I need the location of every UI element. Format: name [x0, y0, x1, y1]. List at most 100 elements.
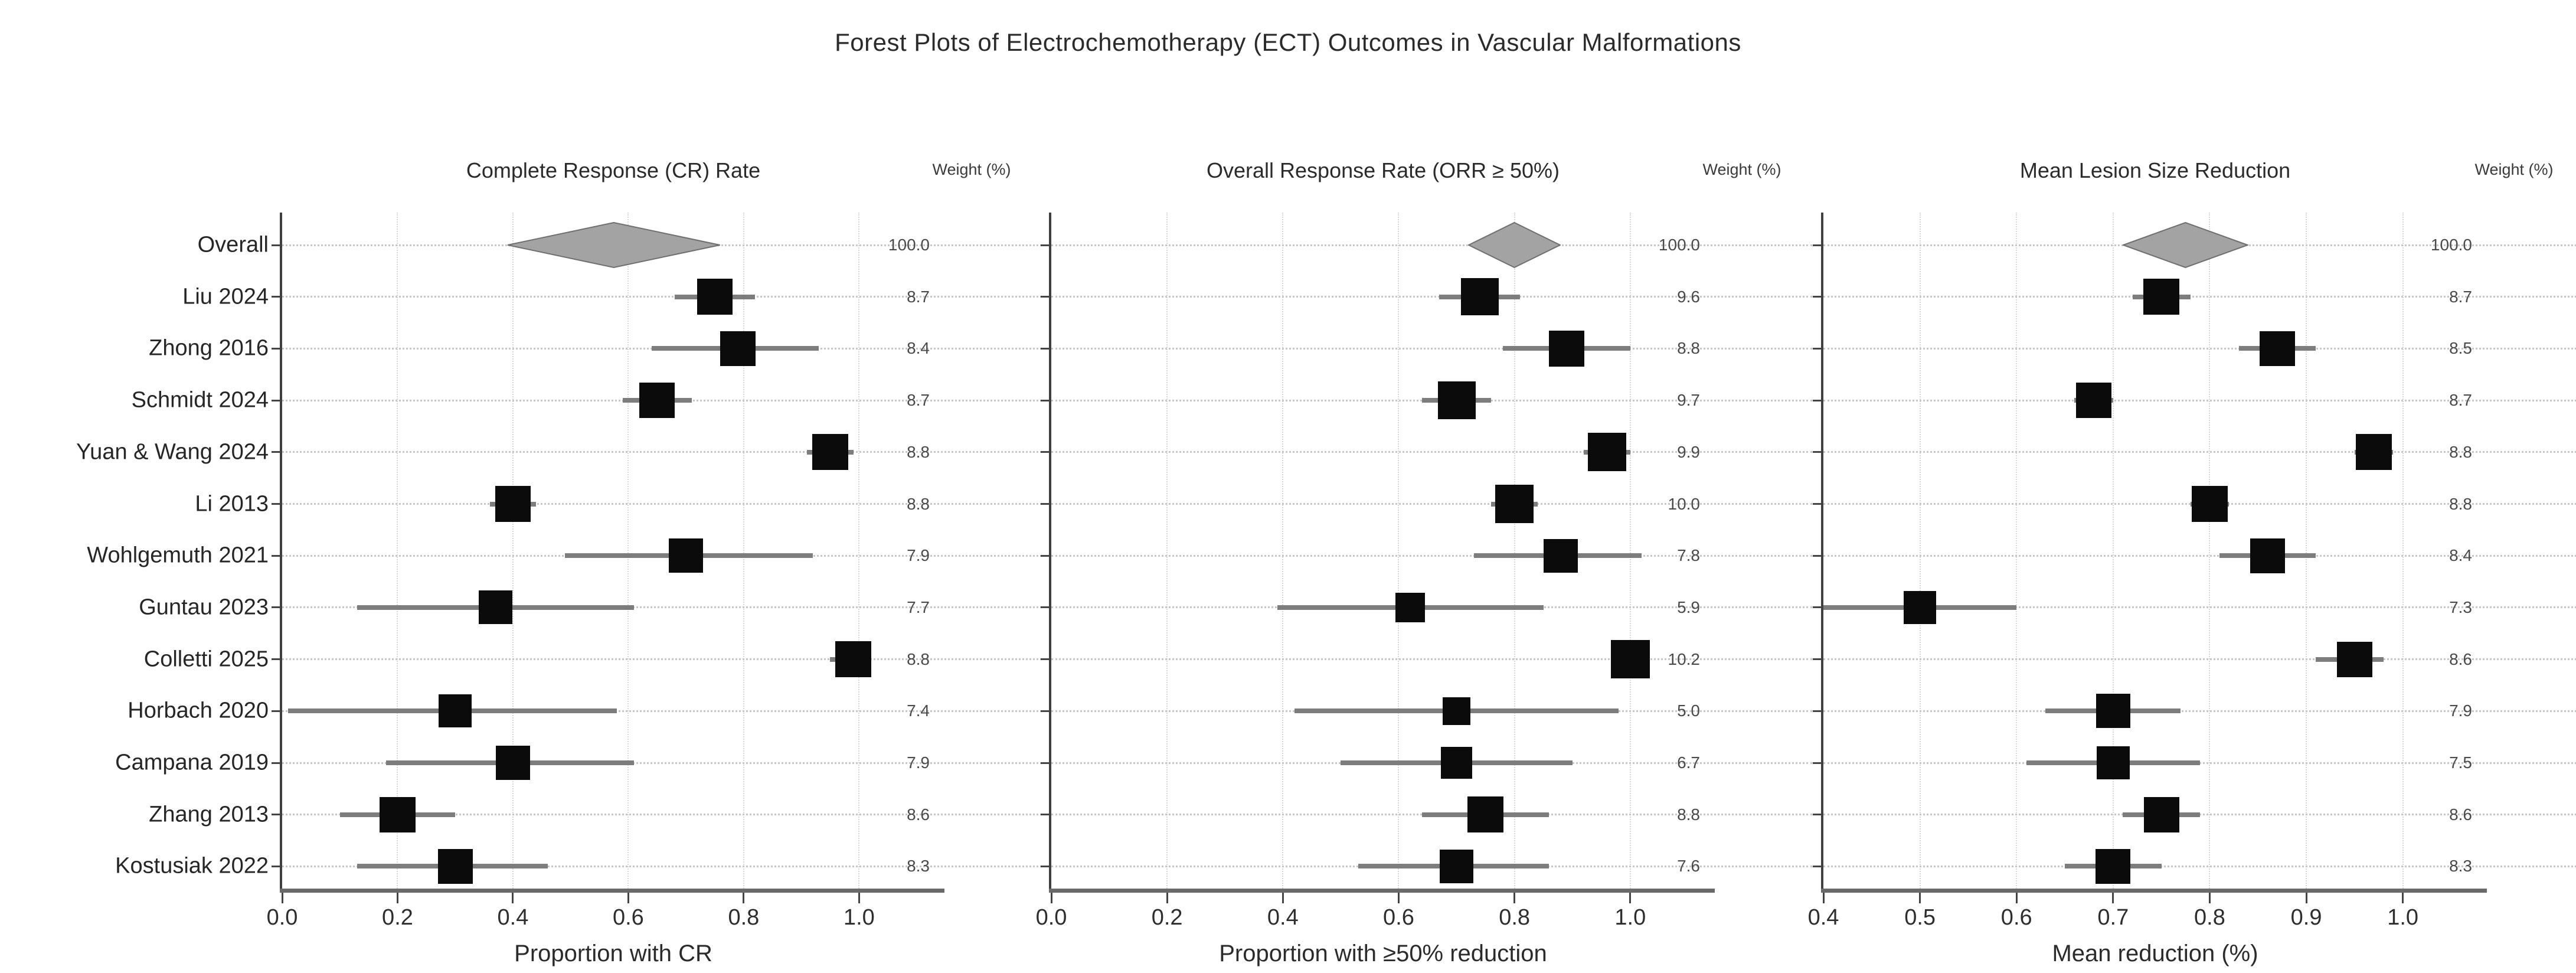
x-axis-tick-label: 0.7 [2097, 905, 2129, 930]
y-axis-tick [272, 814, 281, 816]
row-guide-line [282, 503, 1042, 505]
y-axis-tick [1813, 814, 1822, 816]
x-axis-tick-label: 0.0 [266, 905, 298, 930]
y-axis-tick [272, 244, 281, 246]
x-axis-tick-label: 0.4 [497, 905, 529, 930]
x-gridline [2016, 213, 2018, 889]
x-axis-tick [1919, 893, 1921, 903]
row-guide-line [1823, 865, 2576, 867]
weight-value: 8.6 [907, 805, 930, 824]
study-label: Wohlgemuth 2021 [87, 543, 269, 568]
weight-value: 8.4 [907, 339, 930, 358]
x-axis-tick-label: 0.9 [2290, 905, 2322, 930]
point-estimate-square [835, 641, 871, 677]
weight-column-header: Weight (%) [2474, 161, 2554, 178]
point-estimate-square [2096, 746, 2130, 780]
weight-value: 8.8 [907, 649, 930, 668]
x-axis-spine [1049, 889, 1715, 893]
x-axis-tick [858, 893, 860, 903]
point-estimate-square [439, 694, 472, 728]
y-axis-tick [1813, 451, 1822, 453]
x-axis-tick-label: 1.0 [2387, 905, 2419, 930]
y-axis-tick [1813, 658, 1822, 661]
row-guide-line [1051, 244, 1812, 246]
weight-column-header: Weight (%) [932, 161, 1011, 178]
x-axis-tick [743, 893, 745, 903]
x-axis-tick [627, 893, 629, 903]
study-label: Overall [197, 232, 269, 257]
point-estimate-square [1610, 639, 1650, 679]
y-axis-tick [1813, 710, 1822, 712]
x-axis-tick-label: 0.8 [2194, 905, 2225, 930]
y-axis-tick [1041, 814, 1050, 816]
study-label: Horbach 2020 [128, 698, 269, 723]
row-guide-line [1051, 451, 1812, 453]
y-axis-tick [272, 710, 281, 712]
x-axis-tick-label: 0.4 [1267, 905, 1299, 930]
y-axis-tick [272, 658, 281, 661]
weight-value: 100.0 [2430, 236, 2472, 254]
weight-value: 8.7 [907, 287, 930, 306]
weight-value: 10.2 [1668, 649, 1701, 668]
weight-value: 6.7 [1677, 753, 1700, 772]
x-axis-tick-label: 0.8 [728, 905, 760, 930]
x-axis-title: Proportion with CR [514, 941, 712, 967]
point-estimate-square [495, 486, 531, 522]
x-axis-tick [2402, 893, 2404, 903]
weight-value: 8.4 [2449, 546, 2472, 565]
x-axis-tick-label: 0.8 [1499, 905, 1531, 930]
x-axis-tick-label: 0.4 [1807, 905, 1839, 930]
weight-value: 7.9 [907, 546, 930, 565]
y-axis-tick [1041, 451, 1050, 453]
point-estimate-square [812, 434, 848, 471]
point-estimate-square [2096, 694, 2130, 729]
weight-value: 8.3 [907, 857, 930, 876]
y-axis-tick [272, 762, 281, 764]
point-estimate-square [1437, 381, 1476, 420]
y-axis-spine [1821, 213, 1823, 893]
point-estimate-square [2192, 486, 2228, 522]
weight-value: 8.8 [907, 442, 930, 461]
point-estimate-square [2336, 641, 2372, 677]
x-gridline [1282, 213, 1284, 889]
weight-value: 8.6 [2449, 805, 2472, 824]
row-guide-line [1051, 658, 1812, 661]
y-axis-tick [272, 296, 281, 298]
x-gridline [627, 213, 629, 889]
y-axis-tick [1041, 710, 1050, 712]
point-estimate-square [1440, 850, 1473, 883]
x-gridline [512, 213, 514, 889]
study-label: Kostusiak 2022 [115, 853, 269, 879]
x-axis-tick [1282, 893, 1284, 903]
panel-title: Overall Response Rate (ORR ≥ 50%) [1207, 158, 1560, 182]
x-gridline [1919, 213, 1921, 889]
x-axis-tick-label: 0.6 [1383, 905, 1414, 930]
weight-value: 7.5 [2449, 753, 2472, 772]
point-estimate-square [2260, 331, 2295, 367]
weight-value: 7.3 [2449, 597, 2472, 616]
weight-value: 8.8 [907, 494, 930, 513]
y-axis-tick [1041, 658, 1050, 661]
study-label: Schmidt 2024 [131, 387, 269, 413]
x-gridline [1629, 213, 1631, 889]
x-gridline [2112, 213, 2114, 889]
y-axis-tick [1041, 503, 1050, 505]
row-guide-line [1051, 347, 1812, 350]
weight-value: 8.5 [2449, 339, 2472, 358]
point-estimate-square [720, 331, 756, 367]
point-estimate-square [2075, 382, 2112, 419]
x-axis-tick [396, 893, 398, 903]
y-axis-spine [1049, 213, 1051, 893]
point-estimate-square [496, 746, 530, 780]
row-guide-line [1823, 296, 2576, 298]
y-axis-spine [280, 213, 282, 893]
row-guide-line [282, 451, 1042, 453]
weight-value: 8.8 [2449, 494, 2472, 513]
row-guide-line [282, 865, 1042, 867]
y-axis-tick [1813, 296, 1822, 298]
point-estimate-square [1588, 433, 1626, 472]
x-axis-tick-label: 0.0 [1035, 905, 1067, 930]
x-axis-tick [512, 893, 514, 903]
y-axis-tick [1813, 244, 1822, 246]
weight-value: 8.8 [1677, 805, 1700, 824]
